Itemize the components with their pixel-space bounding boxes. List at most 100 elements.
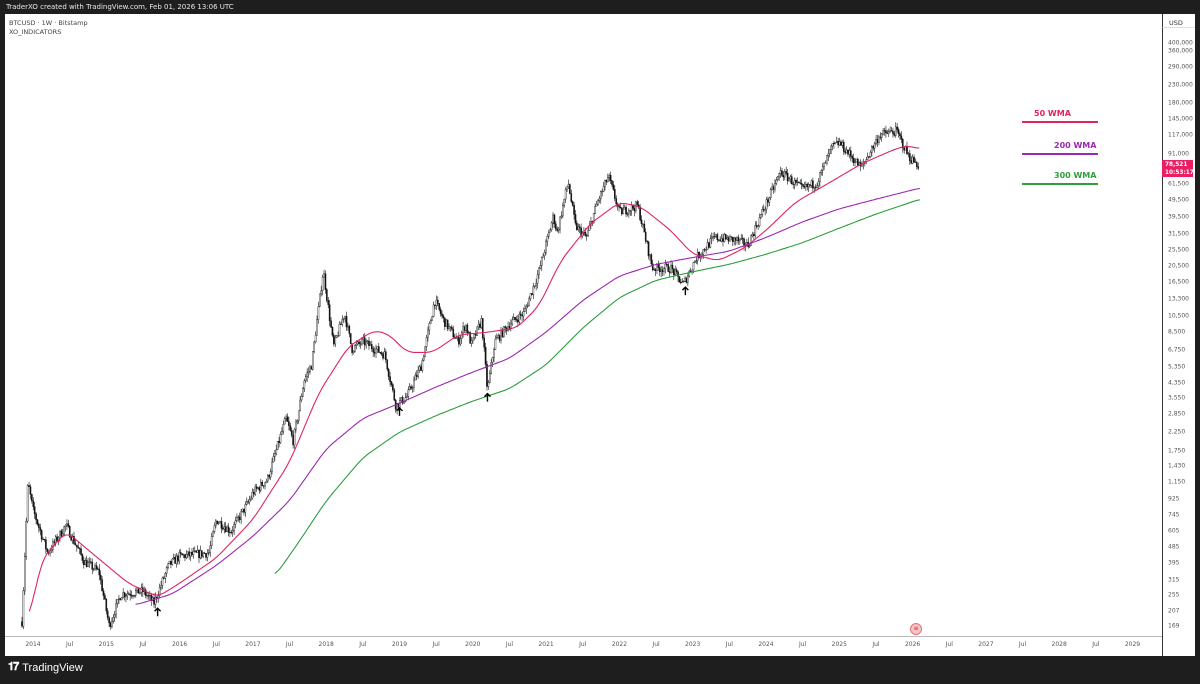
candle-up bbox=[366, 340, 369, 342]
candle-down bbox=[80, 548, 82, 555]
candle-up bbox=[92, 568, 95, 570]
x-tick-label: Jul bbox=[799, 641, 807, 648]
candle-up bbox=[254, 486, 256, 495]
candle-down bbox=[90, 561, 92, 563]
us-event-flag-icon[interactable]: ≡ bbox=[910, 623, 922, 635]
y-tick-label: 400,000 bbox=[1168, 39, 1193, 47]
y-tick-label: 3,550 bbox=[1168, 394, 1186, 402]
candle-up bbox=[344, 316, 346, 319]
y-tick-label: 8,500 bbox=[1168, 328, 1186, 336]
candle-up bbox=[834, 142, 837, 144]
candle-down bbox=[675, 269, 678, 273]
candle-down bbox=[349, 333, 352, 344]
candle-up bbox=[257, 487, 259, 489]
candle-down bbox=[481, 318, 484, 339]
candle-down bbox=[741, 237, 744, 240]
candle-up bbox=[695, 260, 698, 262]
candle-up bbox=[94, 565, 96, 570]
candle-up bbox=[869, 152, 872, 157]
candle-down bbox=[170, 560, 172, 565]
candle-up bbox=[50, 549, 53, 551]
candle-up bbox=[723, 234, 726, 242]
candle-up bbox=[493, 349, 495, 358]
candle-up bbox=[189, 552, 192, 557]
candle-up bbox=[567, 184, 570, 187]
candle-down bbox=[201, 550, 203, 557]
candle-down bbox=[224, 526, 227, 532]
candle-down bbox=[809, 184, 811, 186]
candle-up bbox=[422, 356, 425, 361]
candle-up bbox=[265, 480, 268, 483]
candle-up bbox=[628, 210, 630, 215]
candle-up bbox=[826, 155, 828, 164]
candle-down bbox=[252, 491, 255, 495]
candle-up bbox=[264, 482, 266, 487]
candle-up bbox=[413, 379, 415, 388]
candle-up bbox=[543, 251, 546, 257]
candle-up bbox=[297, 410, 300, 421]
symbol-label[interactable]: BTCUSD · 1W · Bitstamp bbox=[9, 19, 88, 27]
candle-up bbox=[660, 269, 662, 273]
candle-up bbox=[233, 524, 235, 531]
candle-up bbox=[681, 281, 684, 283]
candle-down bbox=[850, 150, 852, 157]
candle-down bbox=[60, 530, 63, 537]
candle-down bbox=[734, 237, 737, 241]
chart-frame bbox=[5, 14, 1195, 656]
candle-up bbox=[462, 326, 464, 334]
candle-down bbox=[730, 236, 733, 238]
candle-up bbox=[320, 290, 323, 295]
candle-up bbox=[321, 276, 324, 291]
candle-up bbox=[705, 249, 707, 251]
candle-up bbox=[219, 521, 221, 524]
candle-down bbox=[885, 130, 887, 134]
candle-down bbox=[372, 348, 374, 353]
candle-up bbox=[24, 556, 26, 592]
candle-up bbox=[726, 237, 728, 240]
candle-down bbox=[348, 325, 351, 334]
candle-up bbox=[775, 179, 778, 184]
price-axis[interactable] bbox=[1162, 14, 1195, 656]
candle-down bbox=[837, 141, 839, 146]
last-price: 78,521 bbox=[1165, 162, 1188, 168]
candle-up bbox=[771, 186, 773, 190]
candle-up bbox=[778, 173, 780, 178]
candle-down bbox=[289, 425, 292, 431]
time-axis[interactable] bbox=[5, 636, 1162, 656]
candle-down bbox=[21, 621, 23, 627]
candle-up bbox=[279, 434, 282, 443]
candle-down bbox=[671, 264, 674, 270]
candle-up bbox=[347, 325, 349, 328]
candle-down bbox=[868, 156, 870, 158]
currency-label[interactable]: USD bbox=[1162, 14, 1195, 28]
indicator-label[interactable]: XO_INDICATORS bbox=[9, 28, 62, 36]
x-tick-label: 2017 bbox=[245, 641, 261, 648]
candle-up bbox=[757, 225, 759, 227]
x-tick-label: 2016 bbox=[171, 641, 188, 648]
candle-down bbox=[799, 182, 802, 184]
arrow-up-icon bbox=[681, 286, 689, 296]
candle-up bbox=[178, 552, 181, 562]
candle-down bbox=[434, 304, 436, 306]
candle-down bbox=[333, 335, 335, 345]
candle-up bbox=[316, 319, 318, 336]
candle-up bbox=[161, 577, 164, 586]
candle-down bbox=[104, 595, 106, 600]
candle-up bbox=[709, 238, 712, 248]
candle-up bbox=[712, 236, 714, 238]
candle-down bbox=[521, 314, 523, 317]
candle-down bbox=[78, 548, 81, 550]
candle-down bbox=[906, 146, 908, 155]
candle-up bbox=[549, 229, 551, 233]
candle-up bbox=[813, 186, 816, 189]
legend-300-wma: 300 WMA bbox=[1054, 171, 1097, 180]
x-tick-label: Jul bbox=[1092, 641, 1100, 648]
candle-down bbox=[85, 560, 88, 568]
x-tick-label: 2018 bbox=[318, 641, 334, 648]
candle-up bbox=[42, 539, 44, 541]
candle-up bbox=[456, 336, 459, 339]
candle-down bbox=[619, 206, 622, 209]
candle-up bbox=[400, 397, 403, 401]
candle-up bbox=[435, 299, 438, 306]
